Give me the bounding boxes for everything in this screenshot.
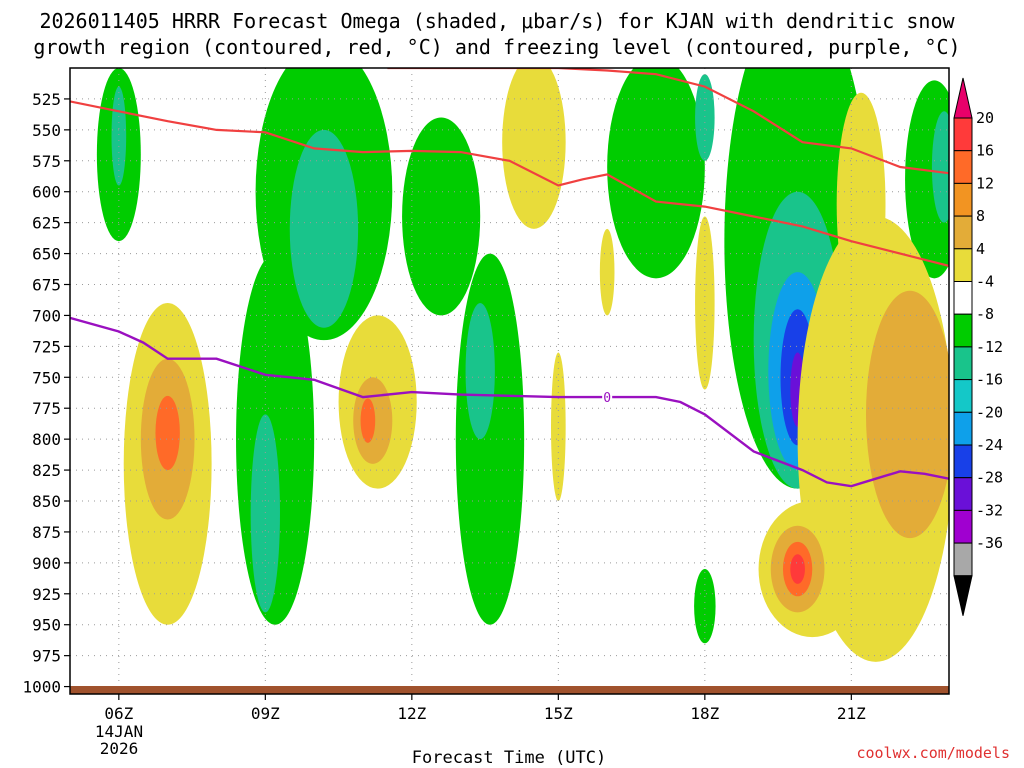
- omega-green-blob-18z: [694, 569, 716, 644]
- y-tick-label-1000: 1000: [22, 678, 61, 697]
- y-tick-label-700: 700: [32, 306, 61, 325]
- colorbar-swatch-1: [953, 117, 973, 152]
- date-label-day: 14JAN: [95, 722, 143, 741]
- colorbar-swatch-13: [953, 509, 973, 544]
- colorbar-swatch-8: [953, 346, 973, 381]
- credit-text: coolwx.com/models: [856, 744, 1010, 762]
- colorbar-swatch-14: [953, 542, 973, 577]
- colorbar-bottom-arrow: [953, 575, 973, 616]
- colorbar-swatch-4: [953, 215, 973, 250]
- y-tick-label-675: 675: [32, 276, 61, 295]
- omega-teal-core-18z: [695, 74, 715, 161]
- colorbar-tick--36: -36: [976, 534, 1003, 552]
- y-tick-label-575: 575: [32, 152, 61, 171]
- terrain-strip: [70, 686, 949, 694]
- x-tick-label-12Z: 12Z: [397, 704, 426, 723]
- colorbar-swatch-7: [953, 313, 973, 348]
- y-tick-label-525: 525: [32, 90, 61, 109]
- y-tick-label-975: 975: [32, 647, 61, 666]
- plot-frame: [69, 67, 950, 695]
- omega-red-core-20z: [790, 554, 805, 584]
- chart-title-line-1: 2026011405 HRRR Forecast Omega (shaded, …: [39, 9, 955, 33]
- colorbar-tick-12: 12: [976, 174, 994, 192]
- y-tick-label-850: 850: [32, 492, 61, 511]
- colorbar-tick--20: -20: [976, 403, 1003, 421]
- x-tick-label-09Z: 09Z: [251, 704, 280, 723]
- y-tick-label-750: 750: [32, 368, 61, 387]
- y-tick-label-650: 650: [32, 245, 61, 264]
- y-tick-label-550: 550: [32, 121, 61, 140]
- plot-area: 0: [69, 67, 950, 695]
- x-tick-label-06Z: 06Z: [104, 704, 133, 723]
- omega-teal-core-09z: [250, 414, 280, 613]
- grid-layer: [70, 68, 949, 694]
- y-axis: 525 550 575 600 625 650 675 700 725 750 775 800 825 8…: [22, 90, 70, 697]
- colorbar-tick--4: -4: [976, 273, 994, 291]
- colorbar-swatch-12: [953, 477, 973, 511]
- x-axis: 06Z 09Z 12Z 15Z 18Z 21Z: [104, 694, 866, 723]
- colorbar-swatch-3: [953, 182, 973, 217]
- omega-green-column-12z: [402, 117, 481, 316]
- dgz-contour-2: [387, 68, 949, 175]
- colorbar-tick-16: 16: [976, 142, 994, 160]
- colorbar-tick--32: -32: [976, 501, 1003, 519]
- colorbar-tick--12: -12: [976, 338, 1003, 356]
- colorbar-swatch-5: [953, 248, 973, 283]
- omega-teal-core-23z: [931, 111, 949, 223]
- colorbar: 20 16 12 8 4 -4 -8 -12 -16 -20 -24 -28 -32 -36: [953, 77, 1003, 616]
- y-tick-label-925: 925: [32, 585, 61, 604]
- colorbar-tick--28: -28: [976, 469, 1003, 487]
- colorbar-swatch-11: [953, 444, 973, 479]
- omega-yellow-sliver-18z: [695, 216, 715, 390]
- omega-green-column-17z: [607, 68, 705, 279]
- colorbar-tick--16: -16: [976, 371, 1003, 389]
- y-tick-label-900: 900: [32, 554, 61, 573]
- omega-yellow-sliver-16z: [599, 228, 615, 316]
- dgz-contour-1: [70, 100, 949, 267]
- contour-layer: 0: [70, 68, 949, 488]
- omega-yellow-column-15z: [502, 68, 566, 229]
- colorbar-top-arrow: [953, 77, 973, 119]
- colorbar-swatch-2: [953, 150, 973, 184]
- date-label-year: 2026: [100, 739, 139, 758]
- colorbar-tick--8: -8: [976, 305, 994, 323]
- chart-title-line-2: growth region (contoured, red, °C) and f…: [33, 35, 960, 59]
- y-tick-label-775: 775: [32, 399, 61, 418]
- omega-teal-core-10z: [289, 129, 359, 328]
- omega-yellow-column-21z-upper: [836, 92, 886, 316]
- colorbar-tick-4: 4: [976, 240, 985, 258]
- y-tick-label-725: 725: [32, 337, 61, 356]
- y-tick-label-875: 875: [32, 523, 61, 542]
- freezing-level-label: 0: [603, 391, 611, 406]
- y-tick-label-600: 600: [32, 183, 61, 202]
- y-tick-label-800: 800: [32, 430, 61, 449]
- colorbar-tick-8: 8: [976, 207, 985, 225]
- y-tick-label-625: 625: [32, 214, 61, 233]
- omega-darkorange-core-07z: [155, 395, 180, 471]
- colorbar-tick-20: 20: [976, 109, 994, 127]
- colorbar-swatch-6: [953, 281, 973, 315]
- colorbar-tick--24: -24: [976, 436, 1003, 454]
- omega-teal-core-13z: [465, 303, 495, 440]
- x-tick-label-15Z: 15Z: [544, 704, 573, 723]
- y-tick-label-825: 825: [32, 461, 61, 480]
- colorbar-swatch-9: [953, 379, 973, 413]
- x-tick-label-21Z: 21Z: [837, 704, 866, 723]
- freezing-level-contour: [70, 316, 949, 488]
- y-tick-label-950: 950: [32, 616, 61, 635]
- colorbar-swatch-10: [953, 411, 973, 446]
- x-axis-title: Forecast Time (UTC): [412, 748, 606, 768]
- x-tick-label-18Z: 18Z: [690, 704, 719, 723]
- omega-yellow-sliver-15z: [551, 352, 566, 502]
- omega-darkorange-core-11z: [360, 398, 376, 443]
- freezing-level-label-bg: [602, 389, 613, 405]
